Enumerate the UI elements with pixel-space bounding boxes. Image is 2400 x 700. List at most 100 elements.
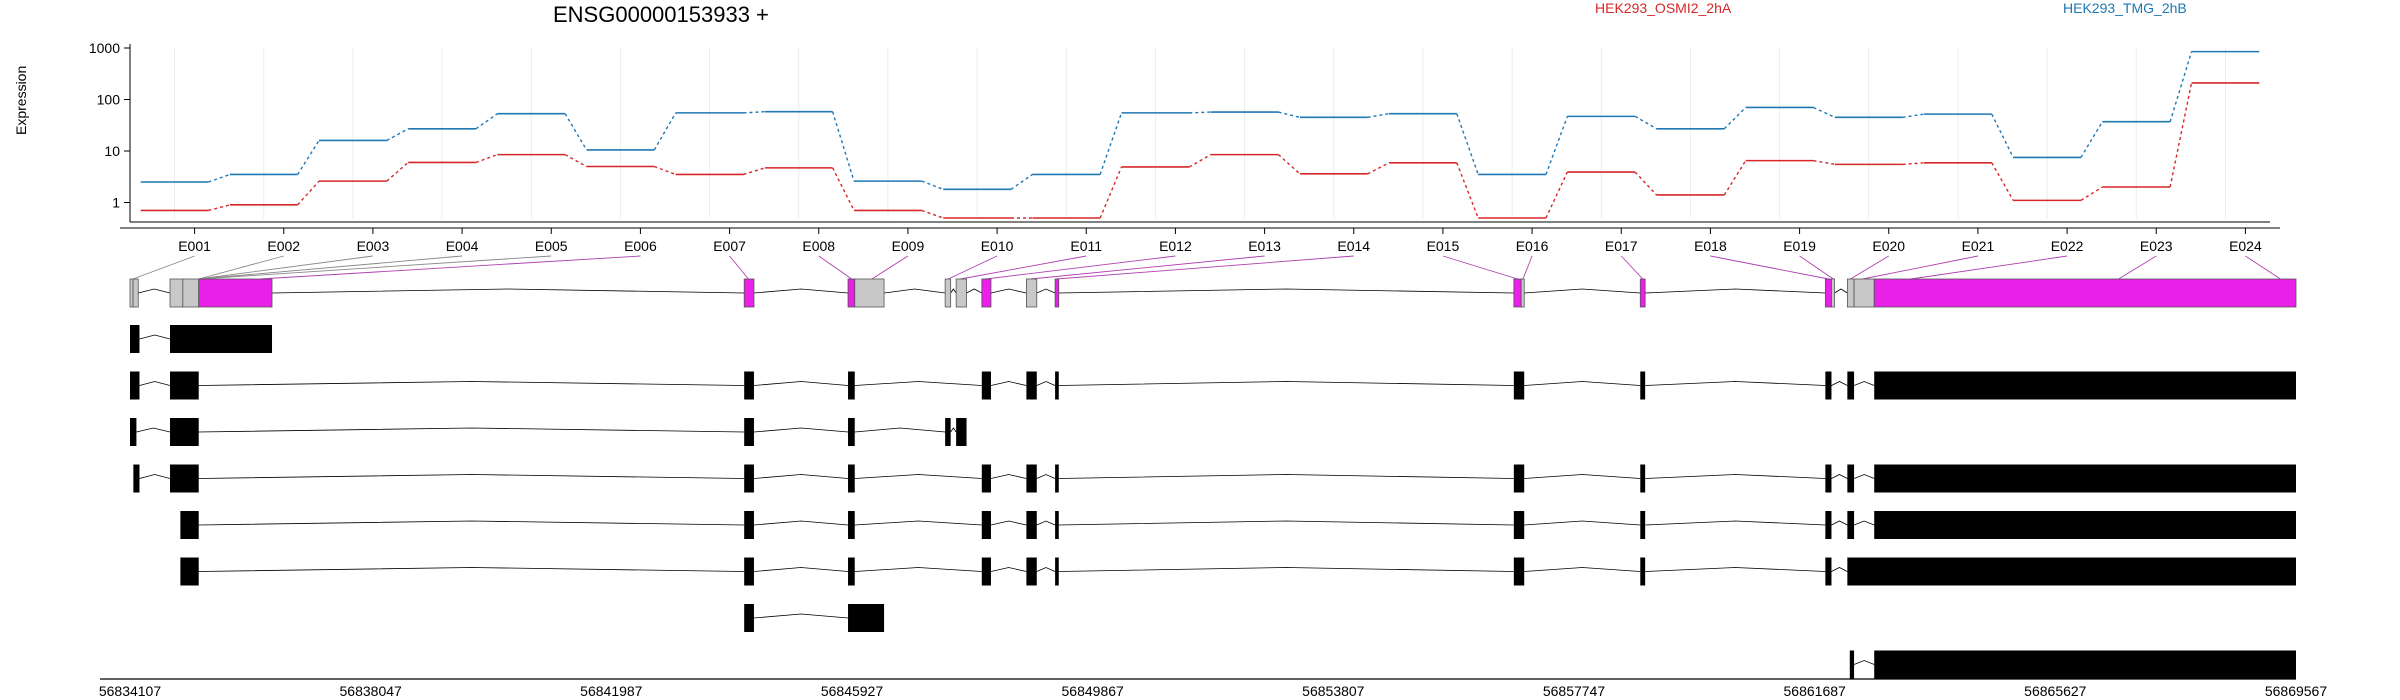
transcript-exon [1825, 511, 1832, 539]
transcript-exon [130, 371, 140, 400]
exon-connector [985, 255, 1176, 280]
exon-label-E022: E022 [2051, 238, 2084, 254]
transcript-intron [753, 427, 849, 433]
transcript-intron [1036, 567, 1056, 572]
transcript-exon [848, 511, 855, 539]
series-1-link [1188, 154, 1212, 168]
series-1-link [208, 204, 231, 212]
series-1-link [2169, 82, 2193, 188]
transcript-intron [950, 427, 957, 433]
transcript-intron [1645, 474, 1826, 479]
transcript-exon [1874, 464, 2296, 493]
transcript-intron [990, 381, 1027, 386]
exon-label-E014: E014 [1337, 238, 1370, 254]
series-1-link [1723, 160, 1747, 196]
exon-connector [2245, 255, 2281, 280]
transcript-8 [1849, 650, 2296, 679]
gene-model-exon [944, 278, 952, 308]
plot-gridlines [174, 48, 2226, 218]
exon-label-E009: E009 [892, 238, 925, 254]
series-2-link [1099, 112, 1123, 175]
transcript-intron [753, 567, 849, 572]
transcript-exon [744, 604, 754, 632]
genomic-coordinate-axis: 56834107 56838047 56841987 56845927 56849867… [99, 678, 2328, 699]
series-2-link [1010, 173, 1033, 190]
transcript-intron [1036, 520, 1056, 526]
gene-model-exon [1054, 278, 1060, 308]
transcript-exon [848, 464, 855, 493]
series-2-link [1189, 111, 1211, 114]
exon-label-E006: E006 [624, 238, 657, 254]
y-tick-label: 1 [112, 194, 120, 210]
transcript-intron [1831, 567, 1848, 572]
gene-model-intron [1524, 288, 1641, 294]
transcript-intron [1524, 567, 1641, 572]
transcript-3 [130, 418, 967, 446]
exon-label-E017: E017 [1605, 238, 1638, 254]
transcript-exon [1640, 511, 1646, 539]
exon-axis: E001 E002 E003 E004 E005 E006 E007 E008 E009 E010… [120, 227, 2280, 254]
transcript-intron [1831, 520, 1848, 526]
gene-model-exon [847, 278, 856, 308]
gene-model-intron [884, 288, 946, 294]
genomic-tick-label: 56841987 [580, 683, 643, 699]
transcript-exon [1640, 557, 1646, 586]
genomic-tick-label: 56869567 [2265, 683, 2328, 699]
gene-model-exon [1846, 278, 1855, 308]
series-1-link [1277, 154, 1301, 175]
exon-label-E019: E019 [1783, 238, 1816, 254]
transcript-intron [1524, 474, 1641, 479]
transcript-exon [1847, 371, 1855, 400]
gene-model-exon [1639, 278, 1646, 308]
transcript-exon [1026, 511, 1037, 539]
genomic-tick-label: 56857747 [1543, 683, 1606, 699]
transcript-intron [136, 427, 171, 433]
series-2-link [1634, 115, 1657, 130]
y-tick-label: 100 [97, 91, 121, 107]
transcript-intron [1058, 520, 1514, 526]
exon-connector [259, 255, 641, 280]
transcript-intron [854, 567, 982, 572]
transcript-intron [1524, 381, 1641, 386]
transcript-intron [139, 381, 171, 386]
series-2-link [564, 113, 588, 151]
y-axis-label: Expression [13, 66, 29, 135]
transcript-exon [180, 511, 199, 539]
gene-model-exon [1831, 278, 1835, 308]
transcript-intron [753, 381, 849, 386]
transcript-intron [198, 381, 745, 386]
transcript-exon [1640, 464, 1646, 493]
transcript-exon [744, 464, 754, 493]
transcript-exon [956, 418, 967, 446]
exon-connector [1862, 255, 1979, 280]
genomic-tick-label: 56861687 [1784, 683, 1847, 699]
transcript-exon [744, 371, 754, 400]
exon-label-E018: E018 [1694, 238, 1727, 254]
chart-title: ENSG00000153933 + [553, 2, 769, 27]
series-2-link [1545, 116, 1569, 175]
exon-label-E020: E020 [1872, 238, 1905, 254]
exon-label-E003: E003 [357, 238, 390, 254]
exon-connector [818, 255, 852, 280]
transcript-intron [990, 474, 1027, 479]
exon-label-E021: E021 [1962, 238, 1995, 254]
transcript-intron [139, 474, 171, 479]
transcript-exon [981, 511, 991, 539]
genomic-tick-label: 56834107 [99, 683, 162, 699]
transcript-exon [1874, 650, 2296, 679]
series-1-link [1991, 162, 2014, 201]
gene-model-exon [1513, 278, 1522, 308]
series-2-link [743, 110, 765, 114]
transcript-intron [1058, 381, 1514, 386]
series-2-link [921, 180, 944, 191]
series-1-link [654, 165, 676, 176]
exon-connector [1910, 255, 2068, 280]
gene-model-intron [990, 288, 1027, 294]
transcript-exon [1026, 557, 1037, 586]
gene-model-exon [132, 278, 139, 308]
transcript-exon [1513, 511, 1525, 539]
series-1-link [832, 167, 855, 211]
transcript-exon [744, 511, 754, 539]
series-1-link [564, 154, 587, 168]
